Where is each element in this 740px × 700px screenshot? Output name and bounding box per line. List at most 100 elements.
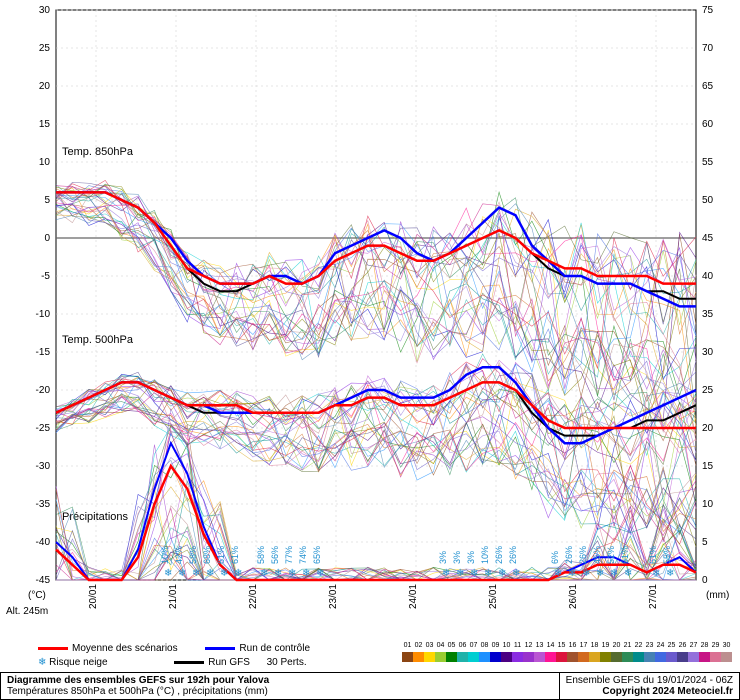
svg-text:❄: ❄ [288, 568, 296, 579]
svg-text:25/01: 25/01 [488, 584, 499, 609]
ensemble-chart: -45-40-35-30-25-20-15-10-505101520253005… [0, 0, 740, 700]
svg-text:52%: 52% [606, 546, 616, 564]
svg-text:40: 40 [702, 271, 714, 282]
legend-swatch [38, 647, 68, 650]
svg-text:55%: 55% [662, 546, 672, 564]
svg-text:(mm): (mm) [706, 590, 729, 601]
svg-text:61%: 61% [648, 546, 658, 564]
svg-text:❄: ❄ [456, 568, 464, 579]
svg-text:Temp. 850hPa: Temp. 850hPa [62, 146, 134, 158]
svg-text:27/01: 27/01 [648, 584, 659, 609]
svg-text:26%: 26% [564, 546, 574, 564]
svg-text:20: 20 [39, 81, 51, 92]
svg-text:3%: 3% [438, 551, 448, 564]
chart-svg: -45-40-35-30-25-20-15-10-505101520253005… [0, 0, 740, 660]
svg-text:10%: 10% [480, 546, 490, 564]
svg-text:❄: ❄ [652, 568, 660, 579]
svg-text:10%: 10% [160, 546, 170, 564]
legend-label: Run de contrôle [239, 643, 310, 654]
svg-text:-5: -5 [41, 271, 50, 282]
svg-text:❄: ❄ [274, 568, 282, 579]
svg-text:42%: 42% [174, 546, 184, 564]
svg-text:45%: 45% [592, 546, 602, 564]
copyright: Copyright 2024 Meteociel.fr [566, 686, 733, 697]
svg-text:5: 5 [702, 537, 708, 548]
perturbation-palette: 0102030405060708091011121314151617181920… [402, 642, 732, 662]
svg-text:20: 20 [702, 423, 714, 434]
svg-text:74%: 74% [298, 546, 308, 564]
svg-text:❄: ❄ [220, 568, 228, 579]
legend-label: Run GFS [208, 657, 250, 668]
svg-text:(°C): (°C) [28, 590, 46, 601]
chart-subtitle: Températures 850hPa et 500hPa (°C) , pré… [7, 686, 553, 697]
svg-text:45: 45 [702, 233, 714, 244]
svg-text:❄: ❄ [260, 568, 268, 579]
svg-text:61%: 61% [230, 546, 240, 564]
svg-text:65: 65 [702, 81, 714, 92]
svg-text:22/01: 22/01 [248, 584, 259, 609]
footer: Diagramme des ensembles GEFS sur 192h po… [0, 672, 740, 700]
svg-text:21/01: 21/01 [168, 584, 179, 609]
svg-text:❄: ❄ [596, 568, 604, 579]
svg-text:58%: 58% [188, 546, 198, 564]
legend-label: Moyenne des scénarios [72, 643, 178, 654]
svg-text:26%: 26% [578, 546, 588, 564]
legend-label: 30 Perts. [267, 657, 307, 668]
svg-text:56%: 56% [270, 546, 280, 564]
svg-text:Précipitations: Précipitations [62, 511, 129, 523]
svg-text:50: 50 [702, 195, 714, 206]
snow-icon: ❄ [38, 657, 46, 668]
svg-text:61%: 61% [216, 546, 226, 564]
legend-label: Risque neige [49, 657, 107, 668]
svg-text:26/01: 26/01 [568, 584, 579, 609]
svg-text:-45: -45 [36, 575, 51, 586]
svg-text:❄: ❄ [206, 568, 214, 579]
svg-text:26%: 26% [508, 546, 518, 564]
svg-text:-15: -15 [36, 347, 51, 358]
svg-text:-20: -20 [36, 385, 51, 396]
svg-text:0: 0 [44, 233, 50, 244]
svg-text:30: 30 [702, 347, 714, 358]
legend-swatch [205, 647, 235, 650]
svg-text:61%: 61% [620, 546, 630, 564]
source-line: Ensemble GEFS du 19/01/2024 - 06Z [566, 675, 733, 686]
svg-text:65%: 65% [312, 546, 322, 564]
svg-text:3%: 3% [466, 551, 476, 564]
svg-text:-30: -30 [36, 461, 51, 472]
svg-text:❄: ❄ [302, 568, 310, 579]
svg-text:❄: ❄ [554, 568, 562, 579]
svg-text:❄: ❄ [470, 568, 478, 579]
svg-text:0: 0 [702, 575, 708, 586]
svg-text:20/01: 20/01 [88, 584, 99, 609]
svg-text:Temp. 500hPa: Temp. 500hPa [62, 334, 134, 346]
svg-text:-10: -10 [36, 309, 51, 320]
svg-text:10: 10 [39, 157, 51, 168]
svg-text:❄: ❄ [234, 568, 242, 579]
svg-text:❄: ❄ [484, 568, 492, 579]
svg-text:26%: 26% [494, 546, 504, 564]
svg-text:❄: ❄ [316, 568, 324, 579]
svg-text:❄: ❄ [498, 568, 506, 579]
svg-text:25: 25 [702, 385, 714, 396]
svg-text:15: 15 [702, 461, 714, 472]
svg-text:30: 30 [39, 5, 51, 16]
svg-text:77%: 77% [284, 546, 294, 564]
svg-text:❄: ❄ [624, 568, 632, 579]
svg-text:70: 70 [702, 43, 714, 54]
svg-text:55: 55 [702, 157, 714, 168]
svg-text:❄: ❄ [178, 568, 186, 579]
svg-text:68%: 68% [202, 546, 212, 564]
svg-text:5: 5 [44, 195, 50, 206]
svg-text:-25: -25 [36, 423, 51, 434]
svg-text:23/01: 23/01 [328, 584, 339, 609]
svg-text:❄: ❄ [512, 568, 520, 579]
svg-text:Alt. 245m: Alt. 245m [6, 606, 48, 617]
svg-text:24/01: 24/01 [408, 584, 419, 609]
svg-text:❄: ❄ [568, 568, 576, 579]
svg-text:15: 15 [39, 119, 51, 130]
svg-text:3%: 3% [452, 551, 462, 564]
svg-text:❄: ❄ [164, 568, 172, 579]
legend: Moyenne des scénarios Run de contrôle ❄ … [38, 642, 310, 670]
svg-text:60: 60 [702, 119, 714, 130]
legend-swatch [174, 661, 204, 664]
